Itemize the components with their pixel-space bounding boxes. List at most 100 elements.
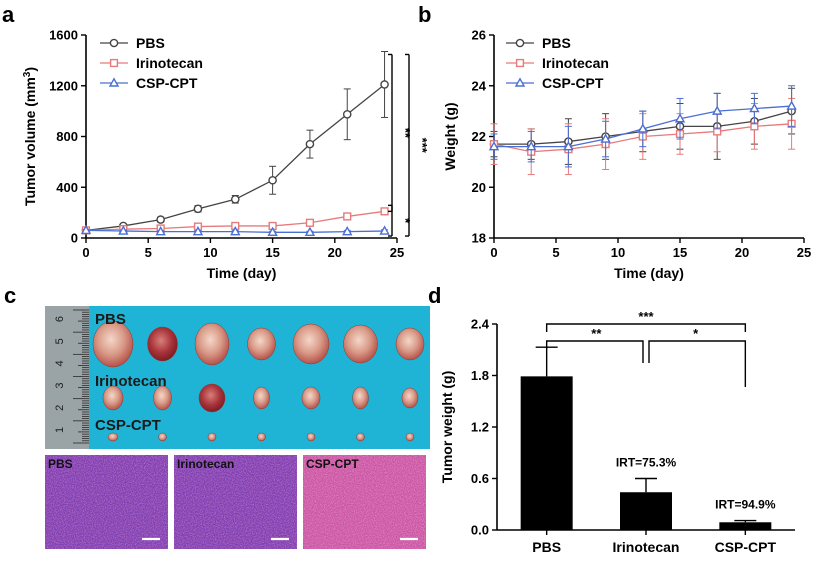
histology-image-csp-cpt: CSP-CPT bbox=[303, 455, 426, 549]
x-tick-label: 0 bbox=[82, 245, 89, 260]
legend-marker bbox=[109, 38, 119, 48]
legend-label-csp-cpt: CSP-CPT bbox=[542, 75, 604, 91]
data-point bbox=[379, 225, 390, 235]
tumor-specimen bbox=[153, 385, 172, 411]
significance-bracket: *** bbox=[405, 53, 430, 237]
series-csp-cpt bbox=[80, 224, 390, 236]
data-point bbox=[193, 204, 203, 214]
significance-bracket: * bbox=[648, 326, 747, 387]
x-axis-title: Time (day) bbox=[614, 265, 684, 281]
tumor-row-pbs: PBS bbox=[92, 311, 425, 368]
series-pbs bbox=[81, 50, 389, 235]
y-tick-label: 22 bbox=[472, 129, 486, 144]
y-tick-label: 18 bbox=[472, 231, 486, 246]
ruler-body bbox=[45, 306, 89, 449]
ruler-number: 1 bbox=[54, 427, 66, 433]
tumor-row-csp-cpt: CSP-CPT bbox=[95, 417, 415, 442]
tumor-specimen bbox=[401, 387, 419, 409]
data-point bbox=[267, 226, 278, 236]
tumor-specimen bbox=[207, 432, 217, 442]
x-tick-label: 20 bbox=[735, 245, 749, 260]
panel-letter-a: a bbox=[2, 2, 15, 27]
data-point bbox=[786, 100, 797, 110]
y-tick-label: 400 bbox=[56, 180, 78, 195]
tumor-specimen bbox=[247, 327, 276, 361]
tumor-specimen bbox=[158, 432, 167, 442]
panel-letter-c: c bbox=[4, 283, 16, 308]
data-point bbox=[600, 133, 611, 143]
x-tick-label: 15 bbox=[265, 245, 279, 260]
tumor-specimen bbox=[343, 324, 378, 364]
significance-bracket: ** bbox=[545, 326, 644, 363]
data-point bbox=[563, 141, 574, 151]
data-point bbox=[342, 226, 353, 236]
series-line bbox=[85, 83, 385, 232]
bracket-line bbox=[648, 340, 747, 387]
ruler: 6 5 4 3 2 1 bbox=[45, 306, 89, 449]
x-tick-label-pbs: PBS bbox=[532, 539, 561, 555]
tumor-specimen bbox=[257, 432, 266, 442]
significance-label: * bbox=[693, 326, 699, 341]
bar-csp-cpt bbox=[719, 522, 772, 530]
histology-label-pbs: PBS bbox=[48, 457, 73, 471]
data-point bbox=[712, 105, 723, 115]
data-point bbox=[155, 226, 166, 236]
y-axis-title: Tumor volume (mm3) bbox=[22, 67, 39, 206]
significance-bracket: *** bbox=[545, 309, 747, 332]
tumor-specimen bbox=[405, 432, 415, 442]
y-tick-label: 24 bbox=[472, 78, 487, 93]
y-tick-label: 0 bbox=[71, 231, 78, 246]
panel-a-tumor-volume-chart: 0 5 10 15 20 25 0 400 800 1200 1600 Time (day) Tumor… bbox=[22, 28, 431, 282]
data-point bbox=[305, 139, 315, 149]
irt-annotation: IRT=75.3% bbox=[616, 456, 677, 470]
data-point bbox=[192, 226, 204, 236]
tumor-specimen bbox=[194, 322, 230, 366]
x-tick-label: 5 bbox=[552, 245, 559, 260]
y-tick-label: 1.8 bbox=[471, 368, 489, 383]
legend-marker bbox=[514, 77, 526, 87]
bar-irinotecan bbox=[620, 492, 672, 530]
x-tick-label: 20 bbox=[328, 245, 342, 260]
data-point bbox=[118, 225, 129, 235]
y-tick-label: 20 bbox=[472, 180, 486, 195]
data-point bbox=[304, 226, 316, 236]
histology-image-pbs: PBS bbox=[45, 455, 168, 549]
ruler-number: 2 bbox=[54, 405, 66, 411]
y-tick-label: 2.4 bbox=[471, 317, 490, 332]
data-point bbox=[380, 207, 389, 216]
legend: PBS Irinotecan CSP-CPT bbox=[506, 35, 609, 91]
bracket-line bbox=[545, 323, 747, 332]
legend-label-csp-cpt: CSP-CPT bbox=[136, 75, 198, 91]
significance-label: ** bbox=[398, 128, 413, 139]
panel-letter-d: d bbox=[428, 283, 441, 308]
significance-label: ** bbox=[591, 326, 602, 341]
y-tick-label: 0.6 bbox=[471, 471, 489, 486]
panel-d-tumor-weight-chart: 0.0 0.6 1.2 1.8 2.4 Tumor weight (g) PBS Irinot… bbox=[439, 309, 795, 555]
legend-label-pbs: PBS bbox=[542, 35, 571, 51]
histology-texture bbox=[45, 455, 168, 549]
histology-label-csp-cpt: CSP-CPT bbox=[306, 457, 359, 471]
tumor-specimen bbox=[356, 432, 365, 442]
photo-label-csp-cpt: CSP-CPT bbox=[95, 417, 161, 434]
tumor-specimen bbox=[395, 327, 425, 361]
y-tick-label: 0.0 bbox=[471, 523, 489, 538]
y-tick-label: 800 bbox=[56, 129, 78, 144]
x-tick-label: 10 bbox=[203, 245, 217, 260]
tumor-specimen bbox=[147, 326, 178, 362]
y-axis-title: Tumor weight (g) bbox=[439, 371, 455, 484]
legend-marker bbox=[515, 38, 525, 48]
ruler-number: 4 bbox=[54, 360, 66, 366]
tumor-specimen bbox=[352, 386, 369, 410]
y-tick-label: 1600 bbox=[49, 28, 78, 43]
photo-label-irinotecan: Irinotecan bbox=[95, 373, 167, 390]
significance-label: * bbox=[398, 218, 413, 224]
tumor-specimen bbox=[198, 383, 226, 413]
histology-label-irinotecan: Irinotecan bbox=[177, 457, 234, 471]
legend-marker bbox=[109, 58, 119, 68]
x-tick-label: 0 bbox=[490, 245, 497, 260]
x-tick-label: 25 bbox=[390, 245, 404, 260]
x-tick-label: 5 bbox=[145, 245, 152, 260]
histology-texture bbox=[303, 455, 426, 549]
ruler-number: 5 bbox=[54, 338, 66, 344]
